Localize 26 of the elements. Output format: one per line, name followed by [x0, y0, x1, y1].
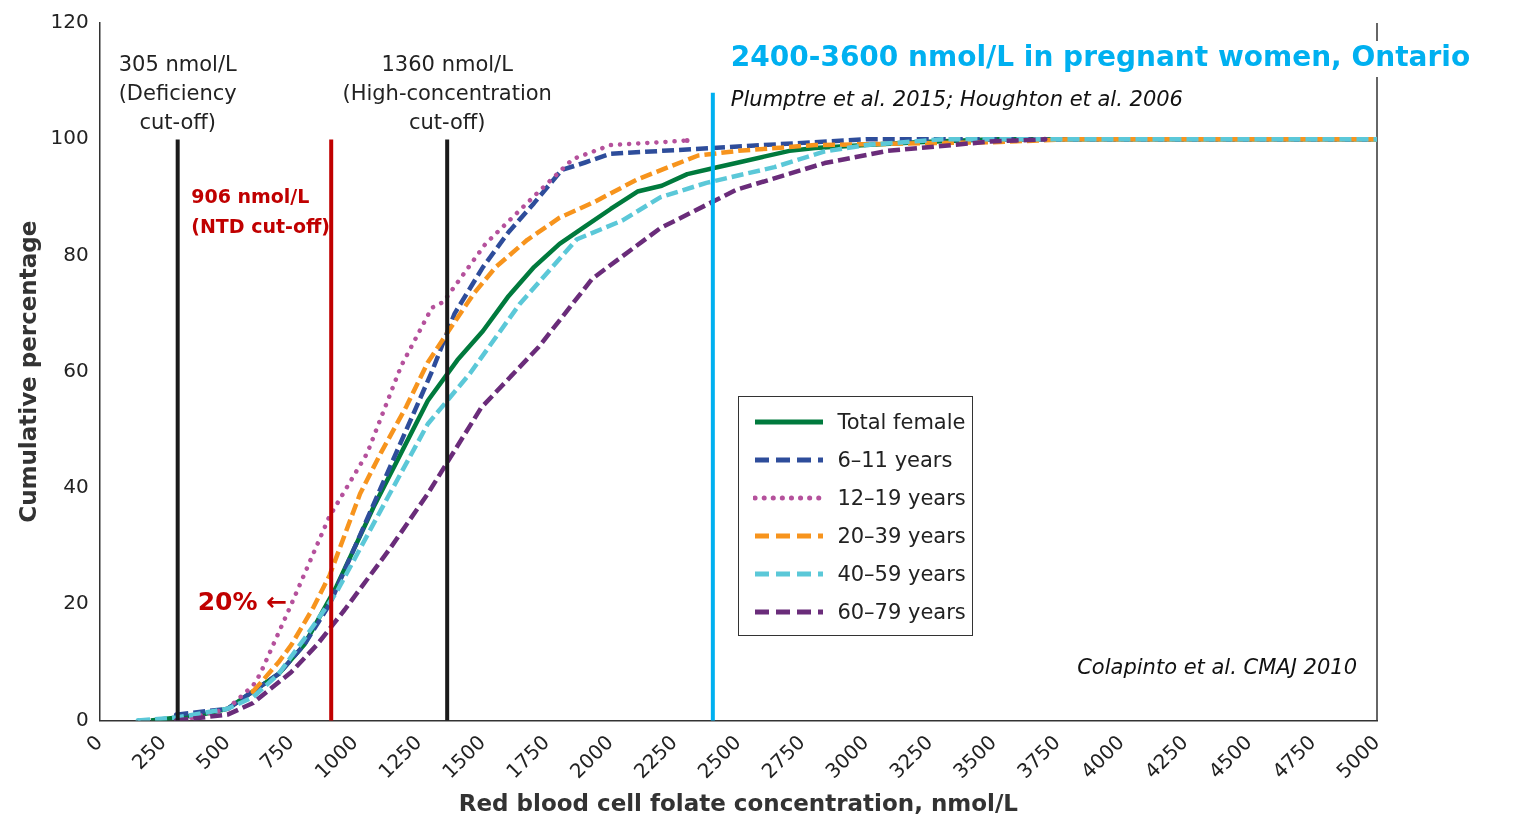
y-tick-label: 60 [63, 357, 89, 382]
y-tick-label: 40 [63, 474, 89, 499]
legend-label: 60–79 years [837, 600, 966, 625]
y-tick-label: 80 [63, 241, 89, 266]
x-tick-label: 750 [254, 730, 299, 775]
annotation: Plumptre et al. 2015; Houghton et al. 2006 [730, 87, 1183, 112]
ref-line-label: 1360 nmol/L (High-concentration cut-off) [342, 52, 552, 135]
y-axis-title: Cumulative percentage [14, 220, 41, 523]
x-axis-title: Red blood cell folate concentration, nmol/L [458, 790, 1019, 817]
x-tick-label: 500 [190, 730, 235, 775]
legend-label: Total female [837, 410, 966, 435]
ref-line-label: 906 nmol/L (NTD cut-off) [191, 184, 331, 237]
ref-line-label: 305 nmol/L (Deficiency cut-off) [118, 52, 237, 135]
y-tick-label: 20 [63, 590, 89, 615]
annotation: Colapinto et al. CMAJ 2010 [1077, 654, 1357, 679]
y-tick-label: 0 [76, 706, 89, 731]
x-tick-label: 0 [81, 730, 107, 757]
x-tick-label: 250 [126, 730, 171, 775]
legend-label: 40–59 years [837, 562, 966, 587]
legend-label: 20–39 years [837, 524, 966, 549]
legend-label: 6–11 years [837, 448, 953, 473]
ref-line-label: 2400-3600 nmol/L in pregnant women, Ontario [730, 40, 1471, 74]
legend-label: 12–19 years [837, 486, 966, 511]
y-tick-label: 120 [50, 9, 89, 34]
y-tick-label: 100 [50, 125, 89, 150]
annotation: 20% ← [197, 587, 288, 617]
